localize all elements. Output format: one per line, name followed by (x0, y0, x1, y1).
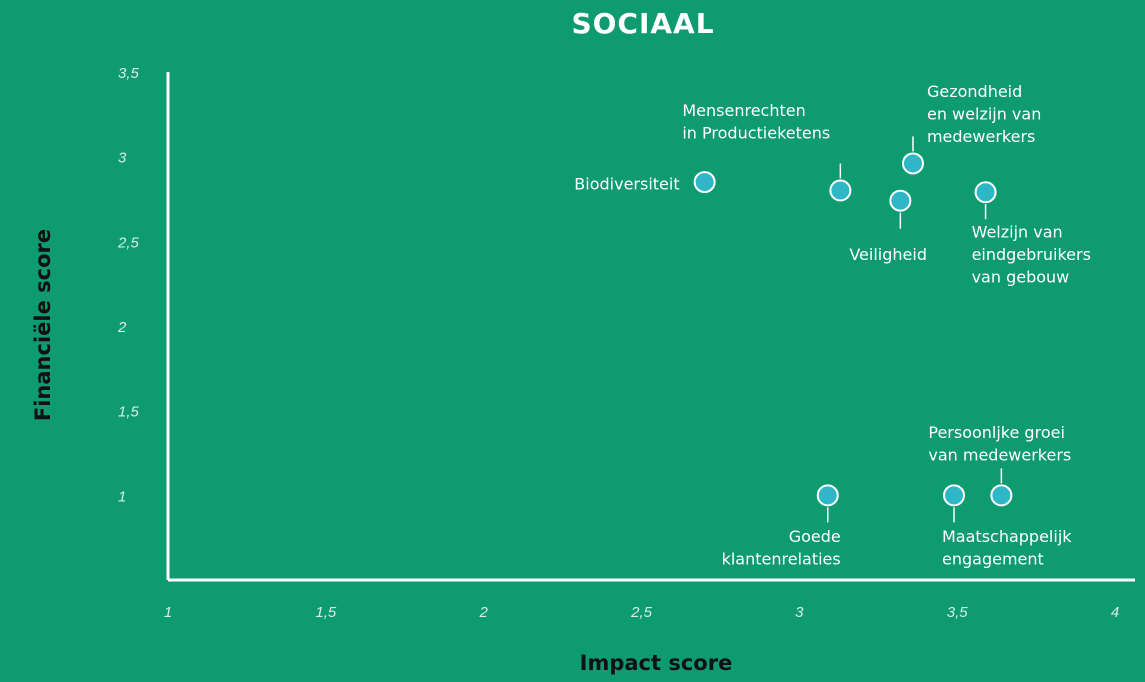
point-label: Welzijn van (972, 223, 1063, 242)
x-tick-label: 3,5 (947, 604, 969, 621)
point-label: Veiligheid (849, 245, 927, 264)
point (943, 484, 966, 507)
point (693, 171, 716, 194)
y-axis-title: Financiële score (31, 229, 55, 421)
x-tick-label: 2 (478, 604, 488, 621)
point-label: eindgebruikers (972, 245, 1091, 264)
point (990, 484, 1013, 507)
point (974, 181, 997, 204)
x-axis-title: Impact score (580, 651, 733, 675)
point-label: klantenrelaties (722, 549, 841, 568)
x-tick-label: 3 (795, 604, 804, 621)
y-tick-label: 3 (118, 150, 127, 167)
point-label: Gezondheid (927, 82, 1022, 101)
x-tick-label: 1 (164, 604, 172, 621)
point-label: medewerkers (927, 127, 1035, 146)
point (829, 179, 852, 202)
point-label: in Productieketens (682, 124, 830, 143)
point (901, 152, 924, 175)
point-label: Maatschappelijk (942, 527, 1072, 546)
point-label: Biodiversiteit (574, 175, 679, 194)
point-label: engagement (942, 549, 1044, 568)
y-tick-label: 3,5 (118, 65, 140, 82)
point-label: en welzijn van (927, 104, 1041, 123)
y-tick-label: 1 (118, 488, 126, 505)
point (816, 484, 839, 507)
y-tick-label: 2,5 (117, 234, 140, 251)
point (889, 189, 912, 212)
point-label: van medewerkers (928, 445, 1071, 464)
point-label: Goede (789, 527, 841, 546)
x-tick-label: 4 (1111, 604, 1119, 621)
y-tick-label: 1,5 (118, 404, 140, 421)
x-tick-label: 2,5 (630, 604, 653, 621)
point-label: Persoonljke groei (928, 423, 1065, 442)
point-label: Mensenrechten (682, 101, 805, 120)
x-tick-label: 1,5 (315, 604, 337, 621)
y-tick-label: 2 (117, 319, 127, 336)
point-label: van gebouw (972, 268, 1070, 287)
chart-title: SOCIAAL (571, 7, 714, 40)
